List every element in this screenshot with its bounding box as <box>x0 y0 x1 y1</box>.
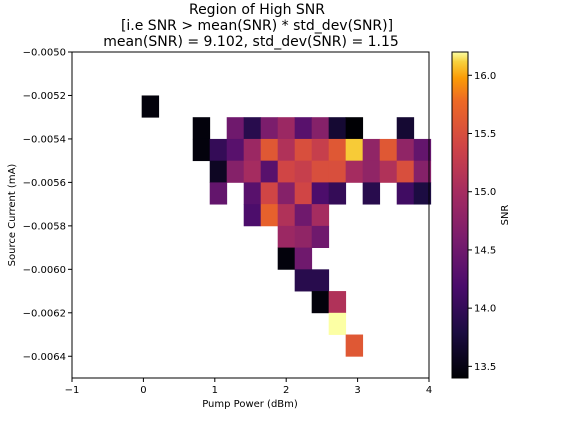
heatmap-cell <box>345 138 364 162</box>
heatmap-cell <box>396 160 415 183</box>
colorbar-tick-label: 14.5 <box>474 245 496 256</box>
heatmap-cell <box>345 334 364 357</box>
heatmap-cell <box>362 182 381 205</box>
heatmap-cell <box>294 138 313 162</box>
heatmap-cell <box>260 160 279 183</box>
heatmap-cell <box>362 160 381 183</box>
heatmap-cell <box>277 204 296 227</box>
heatmap-cell <box>243 182 262 205</box>
heatmap-cell <box>277 182 296 205</box>
colorbar-ticks: 13.5 14.0 14.5 15.0 15.5 16.0 <box>468 71 496 373</box>
heatmap-cell <box>311 269 330 292</box>
heatmap-cell <box>260 204 279 227</box>
heatmap-cell <box>277 247 296 270</box>
heatmap-cell <box>413 138 432 162</box>
heatmap-cell <box>379 138 398 162</box>
y-axis-ticks: −0.0050 −0.0052 −0.0054 −0.0056 −0.0058 −0.00… <box>23 48 72 363</box>
heatmap-cell <box>328 117 347 140</box>
heatmap-cell <box>226 160 245 183</box>
heatmap-cell <box>413 182 432 205</box>
heatmap-cell <box>311 138 330 162</box>
heatmap-cell <box>294 117 313 140</box>
heatmap-cell <box>243 138 262 162</box>
x-axis-ticks: −1 0 1 2 3 4 <box>65 378 432 396</box>
colorbar-tick-label: 15.0 <box>474 187 496 198</box>
colorbar-tick-label: 13.5 <box>474 362 496 373</box>
y-tick-label: −0.0054 <box>23 134 66 145</box>
heatmap-cell <box>345 160 364 183</box>
heatmap-cell <box>260 182 279 205</box>
y-tick-label: −0.0064 <box>23 352 66 363</box>
heatmap-cell <box>192 138 211 162</box>
heatmap-cell <box>362 138 381 162</box>
heatmap-cell <box>260 117 279 140</box>
heatmap-cell <box>311 204 330 227</box>
heatmap-cell <box>243 117 262 140</box>
plot-frame <box>71 51 430 379</box>
heatmap-cell <box>277 117 296 140</box>
heatmap-cell <box>294 160 313 183</box>
heatmap-cell <box>209 160 228 183</box>
heatmap-cell <box>141 95 160 118</box>
y-axis-label: Source Current (mA) <box>7 164 18 267</box>
heatmap-cell <box>294 204 313 227</box>
heatmap-cell <box>311 117 330 140</box>
heatmap-cell <box>328 312 347 335</box>
heatmap-cell <box>345 117 364 140</box>
chart-title: Region of High SNR [i.e SNR > mean(SNR) … <box>103 2 399 50</box>
colorbar-tick-label: 15.5 <box>474 129 496 140</box>
heatmap-cell <box>328 182 347 205</box>
heatmap-cell <box>226 117 245 140</box>
heatmap-cell <box>260 138 279 162</box>
heatmap-cell <box>209 138 228 162</box>
x-tick-label: 2 <box>283 385 289 396</box>
colorbar-label: SNR <box>500 205 511 226</box>
colorbar-tick-label: 14.0 <box>474 304 496 315</box>
title-line-1: Region of High SNR <box>189 2 325 18</box>
heatmap-cells <box>141 95 432 357</box>
x-tick-label: 3 <box>354 385 360 396</box>
heatmap-cell <box>311 160 330 183</box>
heatmap-cell <box>192 117 211 140</box>
heatmap-cell <box>328 291 347 314</box>
x-tick-label: −1 <box>65 385 80 396</box>
heatmap-cell <box>209 182 228 205</box>
y-tick-label: −0.0050 <box>23 48 66 59</box>
heatmap-cell <box>277 160 296 183</box>
title-line-2: [i.e SNR > mean(SNR) * std_dev(SNR)] <box>121 18 393 34</box>
heatmap-cell <box>328 138 347 162</box>
y-tick-label: −0.0052 <box>23 91 66 102</box>
heatmap-cell <box>396 117 415 140</box>
heatmap-cell <box>413 160 432 183</box>
y-tick-label: −0.0060 <box>23 265 66 276</box>
y-tick-label: −0.0056 <box>23 178 66 189</box>
heatmap-cell <box>379 160 398 183</box>
colorbar <box>451 51 469 379</box>
heatmap-cell <box>311 182 330 205</box>
heatmap-cell <box>328 160 347 183</box>
heatmap-cell <box>294 182 313 205</box>
x-axis-label: Pump Power (dBm) <box>202 399 298 410</box>
heatmap-cell <box>396 138 415 162</box>
heatmap-cell <box>243 160 262 183</box>
y-tick-label: −0.0058 <box>23 221 66 232</box>
heatmap-cell <box>277 138 296 162</box>
x-tick-label: 1 <box>212 385 218 396</box>
y-tick-label: −0.0062 <box>23 308 66 319</box>
x-tick-label: 0 <box>140 385 146 396</box>
heatmap-cell <box>294 269 313 292</box>
heatmap-cell <box>243 204 262 227</box>
x-tick-label: 4 <box>426 385 432 396</box>
heatmap-cell <box>294 225 313 248</box>
title-line-3: mean(SNR) = 9.102, std_dev(SNR) = 1.15 <box>103 34 399 50</box>
heatmap-cell <box>311 225 330 248</box>
heatmap-cell <box>277 225 296 248</box>
heatmap-cell <box>396 182 415 205</box>
heatmap-cell <box>226 138 245 162</box>
heatmap-cell <box>311 291 330 314</box>
colorbar-tick-label: 16.0 <box>474 71 496 82</box>
heatmap-cell <box>294 247 313 270</box>
